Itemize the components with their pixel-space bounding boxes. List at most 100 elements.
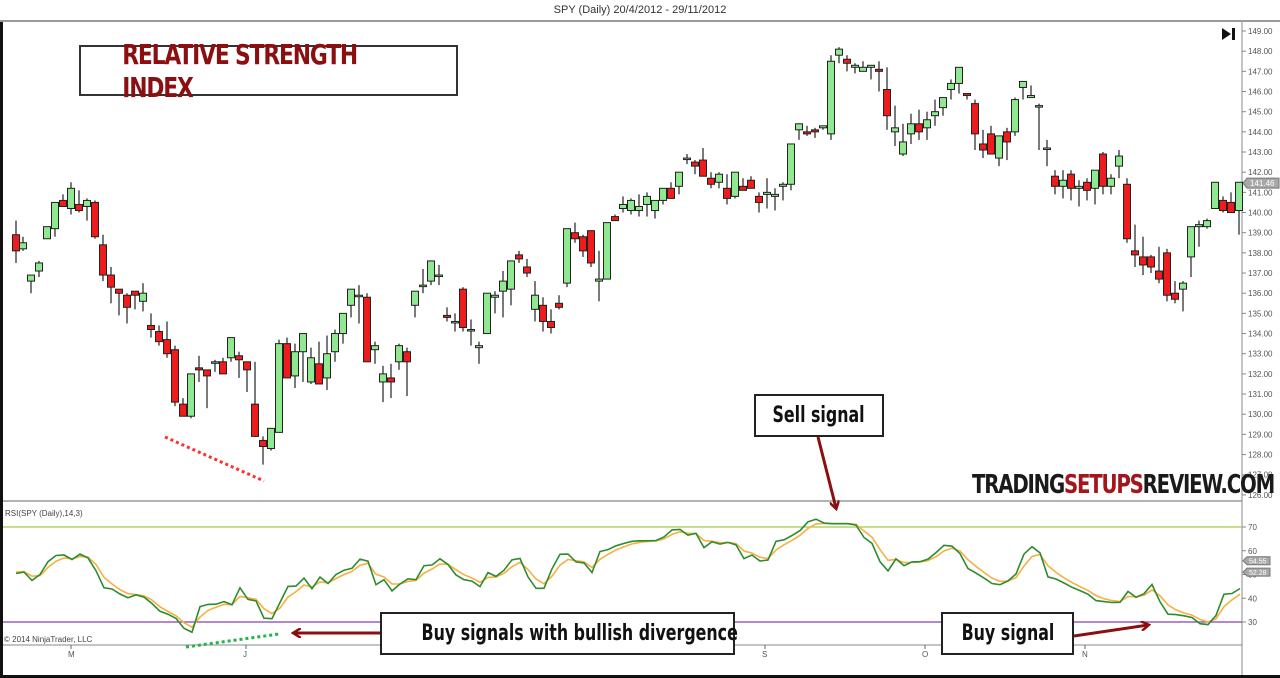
candle-body	[243, 361, 251, 371]
candle	[1099, 152, 1107, 195]
candle-body	[347, 288, 355, 306]
candle-body	[971, 103, 979, 135]
candle-body	[523, 266, 531, 274]
candle-body	[1171, 292, 1179, 300]
candle-body	[1011, 99, 1019, 133]
buy-signal-arrow	[1073, 625, 1148, 638]
candle-body	[1067, 173, 1075, 189]
candle-body	[411, 290, 419, 306]
candle-body	[83, 199, 91, 207]
candle	[291, 343, 299, 389]
candle-body	[235, 355, 243, 361]
candle	[499, 271, 507, 318]
candle	[803, 125, 811, 136]
candle-body	[259, 439, 267, 448]
candle-body	[331, 333, 339, 353]
candle-body	[539, 304, 547, 322]
rsi-tick-label: 60	[1248, 547, 1257, 556]
skip-to-end-button[interactable]	[1220, 26, 1238, 42]
candle	[235, 351, 243, 378]
candle-body	[227, 337, 235, 359]
candle	[539, 297, 547, 332]
candle	[715, 172, 723, 189]
price-tick-label: 129.00	[1248, 430, 1273, 439]
candle-body	[51, 201, 59, 230]
candle-body	[811, 129, 819, 133]
candle-body	[203, 369, 211, 377]
candle	[195, 355, 203, 382]
candle	[627, 198, 635, 215]
candle	[123, 293, 131, 324]
candle	[515, 250, 523, 263]
candle-body	[363, 296, 371, 363]
candle-body	[467, 329, 475, 332]
candle	[843, 55, 851, 72]
buy-divergence-callout: Buy signals with bullish divergence	[380, 612, 738, 655]
candle-body	[483, 292, 491, 335]
candle-body	[747, 179, 755, 189]
candle-body	[1059, 179, 1067, 187]
candle	[483, 292, 491, 335]
candle	[787, 143, 795, 191]
candle	[835, 47, 843, 64]
candle	[131, 290, 139, 310]
candle-body	[803, 131, 811, 135]
price-tick-label: 138.00	[1248, 249, 1273, 258]
candle	[563, 228, 571, 288]
candle	[51, 201, 59, 237]
candle	[171, 345, 179, 407]
candle	[531, 281, 539, 322]
candle	[851, 63, 859, 74]
candle-body	[1147, 256, 1155, 268]
candle-body	[843, 58, 851, 64]
candle-body	[987, 133, 995, 155]
candle-body	[387, 377, 395, 383]
candle	[555, 295, 563, 310]
price-tick-label: 143.00	[1248, 148, 1273, 157]
candle-body	[899, 141, 907, 155]
candle-body	[1115, 155, 1123, 167]
candle-body	[923, 119, 931, 129]
candle	[155, 325, 163, 346]
candle-body	[787, 143, 795, 185]
candle-body	[947, 82, 955, 90]
candle-body	[219, 361, 227, 375]
candle	[1019, 80, 1027, 100]
candle	[1123, 178, 1131, 243]
candle-body	[43, 226, 51, 240]
candle	[947, 79, 955, 100]
candle-body	[315, 363, 323, 385]
candle-body	[795, 123, 803, 131]
price-tick-label: 133.00	[1248, 350, 1273, 359]
candle-body	[1107, 177, 1115, 187]
candle-body	[699, 159, 707, 177]
candle-body	[107, 274, 115, 288]
candle	[475, 341, 483, 364]
candle	[435, 264, 443, 286]
candle-body	[403, 351, 411, 363]
candle	[315, 341, 323, 385]
candle-body	[555, 302, 563, 308]
last-price-badge	[1242, 177, 1280, 189]
candle-body	[619, 203, 627, 209]
candle-body	[995, 135, 1003, 159]
candle	[603, 222, 611, 280]
candle	[59, 194, 67, 207]
brand-part-3: REVIEW.COM	[1142, 470, 1276, 500]
candle-body	[1203, 220, 1211, 228]
candle	[683, 154, 691, 165]
buy-divergence-label: Buy signals with bullish divergence	[421, 621, 738, 646]
candle	[923, 111, 931, 140]
candle-body	[531, 294, 539, 310]
candle-body	[691, 161, 699, 167]
candle-body	[883, 88, 891, 117]
candle	[811, 127, 819, 138]
candle	[67, 182, 75, 215]
candle	[907, 113, 915, 144]
price-tick-label: 128.00	[1248, 451, 1273, 460]
candle-body	[59, 199, 67, 207]
candle	[651, 199, 659, 219]
candle-body	[683, 157, 691, 161]
candle	[75, 190, 83, 213]
